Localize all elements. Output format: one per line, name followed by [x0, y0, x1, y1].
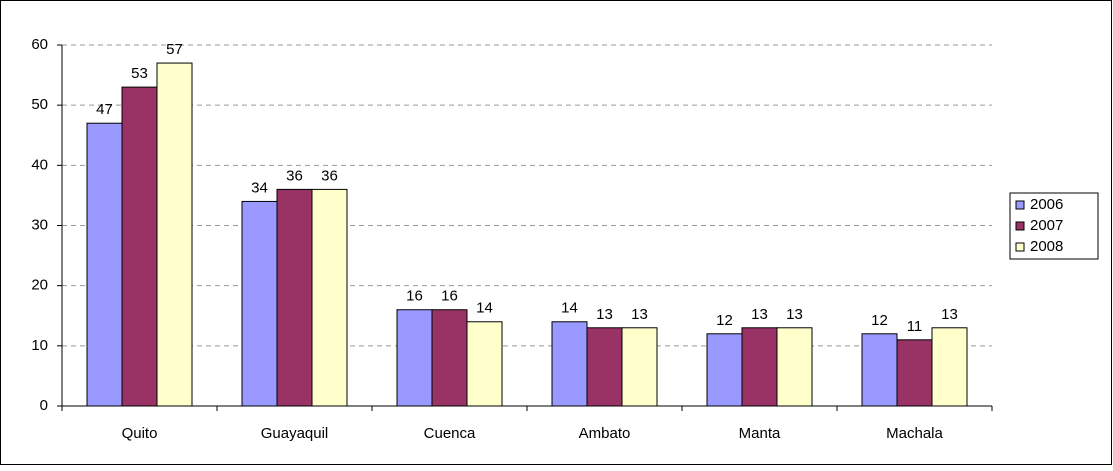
data-label: 16 — [406, 288, 423, 305]
bar — [241, 200, 278, 407]
data-label: 12 — [716, 312, 733, 329]
bar — [896, 339, 933, 407]
data-label: 11 — [907, 318, 923, 335]
bar — [586, 327, 623, 407]
legend-swatch — [1015, 200, 1025, 210]
legend-label: 2006 — [1030, 196, 1063, 213]
data-label: 34 — [251, 179, 268, 196]
legend-swatch — [1015, 221, 1025, 231]
bar — [396, 309, 433, 407]
data-label: 13 — [941, 306, 958, 323]
y-tick-label: 50 — [31, 96, 48, 113]
data-label: 16 — [441, 288, 458, 305]
legend-label: 2007 — [1030, 217, 1063, 234]
data-label: 13 — [751, 306, 768, 323]
bar — [311, 188, 348, 407]
data-label: 14 — [561, 300, 578, 317]
data-label: 14 — [476, 300, 493, 317]
legend-box — [1009, 192, 1099, 260]
bar — [431, 309, 468, 407]
data-label: 36 — [286, 167, 303, 184]
bar — [861, 333, 898, 407]
bar — [86, 122, 123, 407]
data-label: 13 — [786, 306, 803, 323]
legend-label: 2008 — [1030, 238, 1063, 255]
bar — [551, 321, 588, 407]
legend-swatch — [1015, 242, 1025, 252]
data-label: 53 — [131, 65, 148, 82]
bar — [931, 327, 968, 407]
data-label: 12 — [871, 312, 888, 329]
bar — [121, 86, 158, 407]
bar — [276, 188, 313, 407]
data-label: 36 — [321, 167, 338, 184]
bar — [741, 327, 778, 407]
bar — [776, 327, 813, 407]
y-tick-label: 30 — [31, 216, 48, 233]
y-tick-label: 60 — [31, 36, 48, 53]
x-tick-label: Cuenca — [424, 425, 476, 442]
data-label: 57 — [166, 41, 183, 58]
y-tick-label: 10 — [31, 337, 48, 354]
data-label: 47 — [96, 101, 113, 118]
bar — [466, 321, 503, 407]
x-tick-label: Quito — [122, 425, 158, 442]
x-tick-label: Manta — [739, 425, 781, 442]
y-tick-label: 40 — [31, 156, 48, 173]
x-tick-label: Machala — [886, 425, 943, 442]
data-label: 13 — [596, 306, 613, 323]
bar — [706, 333, 743, 407]
bar — [156, 62, 193, 407]
y-tick-label: 20 — [31, 277, 48, 294]
data-label: 13 — [631, 306, 648, 323]
x-tick-label: Ambato — [579, 425, 631, 442]
y-tick-label: 0 — [40, 397, 48, 414]
bar — [621, 327, 658, 407]
x-tick-label: Guayaquil — [261, 425, 329, 442]
